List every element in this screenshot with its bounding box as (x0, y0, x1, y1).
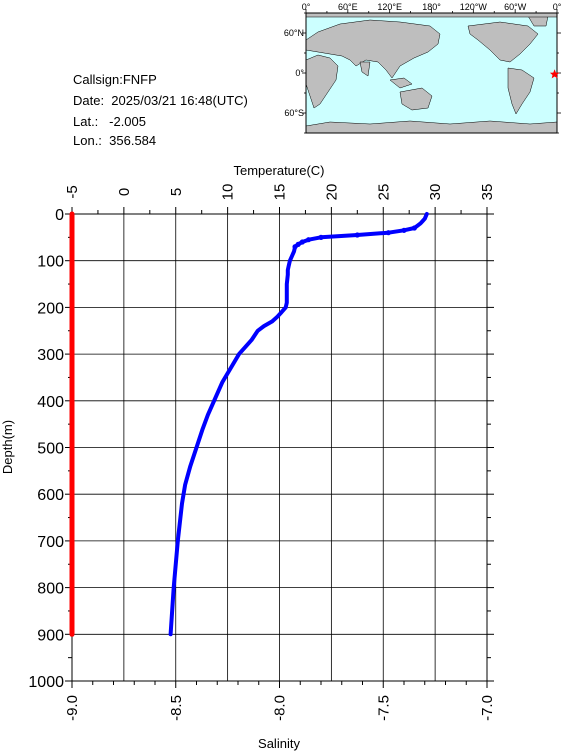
temperature-tick-label: 0 (116, 188, 133, 196)
temperature-point (299, 239, 305, 245)
temperature-axis-title: Temperature(C) (233, 163, 324, 178)
map-lat-label: 60°S (284, 108, 304, 118)
land-shape (359, 61, 371, 77)
salinity-tick-label: -7.5 (375, 695, 392, 721)
depth-tick-label: 1000 (28, 674, 64, 691)
temperature-tick-label: 25 (375, 184, 392, 201)
map-lon-label: 60°E (338, 2, 358, 12)
map-lon-label: 0° (553, 2, 562, 12)
depth-tick-label: 200 (37, 300, 64, 317)
world-map: 0° 60°E 120°E 180° 120°W 60°W 0° 60°N 0° 60°S (284, 2, 562, 134)
temperature-tick-label: 35 (479, 184, 496, 201)
depth-tick-label: 700 (37, 534, 64, 551)
land-shape (467, 21, 539, 63)
temperature-point (305, 237, 312, 243)
map-top-labels: 0° 60°E 120°E 180° 120°W 60°W 0° (302, 2, 562, 12)
depth-tick-label: 900 (37, 627, 64, 644)
depth-tick-label: 100 (37, 254, 64, 271)
depth-tick-label: 800 (37, 581, 64, 598)
land-shape (389, 77, 413, 89)
map-lon-label: 0° (302, 2, 311, 12)
map-lon-label: 180° (422, 2, 441, 12)
lon-label: Lon.: 356.584 (73, 133, 157, 148)
salinity-tick-label: -7.0 (479, 695, 496, 721)
salinity-tick-label: -9.0 (64, 695, 81, 721)
salinity-tick-label: -8.0 (272, 695, 289, 721)
plot-grid (71, 213, 488, 682)
temperature-point (411, 225, 417, 231)
depth-tick-label: 0 (55, 207, 64, 224)
land-shape (305, 19, 441, 79)
map-lon-label: 60°W (504, 2, 527, 12)
depth-tick-label: 400 (37, 394, 64, 411)
land-shape (399, 87, 433, 111)
depth-tick-label: 300 (37, 347, 64, 364)
temperature-point (292, 244, 298, 250)
depth-tick-label: 600 (37, 487, 64, 504)
depth-tick-label: 500 (37, 441, 64, 458)
map-ticks (302, 9, 561, 134)
map-lat-label: 0° (295, 68, 304, 78)
date-label: Date: 2025/03/21 16:48(UTC) (73, 93, 248, 108)
land-shape (507, 67, 535, 115)
temperature-tick-label: 15 (272, 184, 289, 201)
salinity-axis-title: Salinity (258, 736, 300, 751)
station-marker (549, 69, 560, 79)
map-lon-label: 120°W (460, 2, 488, 12)
temperature-tick-label: 30 (427, 184, 444, 201)
land-shape (305, 54, 339, 109)
depth-tick-labels: 0 100 200 300 400 500 600 700 800 900 1000 (28, 207, 64, 691)
map-lon-label: 120°E (377, 2, 402, 12)
depth-axis-title: Depth(m) (0, 420, 15, 474)
temperature-tick-label: -5 (64, 185, 81, 198)
map-lat-labels: 60°N 0° 60°S (284, 28, 305, 118)
lat-label: Lat.: -2.005 (73, 114, 146, 129)
temperature-series (168, 212, 429, 637)
salinity-tick-label: -8.5 (168, 695, 185, 721)
map-lat-label: 60°N (284, 28, 304, 38)
temperature-point (318, 234, 324, 240)
temperature-point (385, 230, 392, 236)
temperature-tick-label: 10 (220, 184, 237, 201)
salinity-tick-labels: -9.0 -8.5 -8.0 -7.5 -7.0 (64, 695, 496, 721)
callsign-label: Callsign:FNFP (73, 72, 157, 87)
temperature-tick-label: 20 (323, 184, 340, 201)
temperature-tick-labels: -5 0 5 10 15 20 25 30 35 (64, 184, 496, 201)
temperature-point (401, 227, 407, 233)
land-shape (305, 12, 558, 18)
temperature-point (354, 232, 360, 238)
temperature-tick-label: 5 (168, 188, 185, 196)
temperature-line (168, 212, 429, 637)
